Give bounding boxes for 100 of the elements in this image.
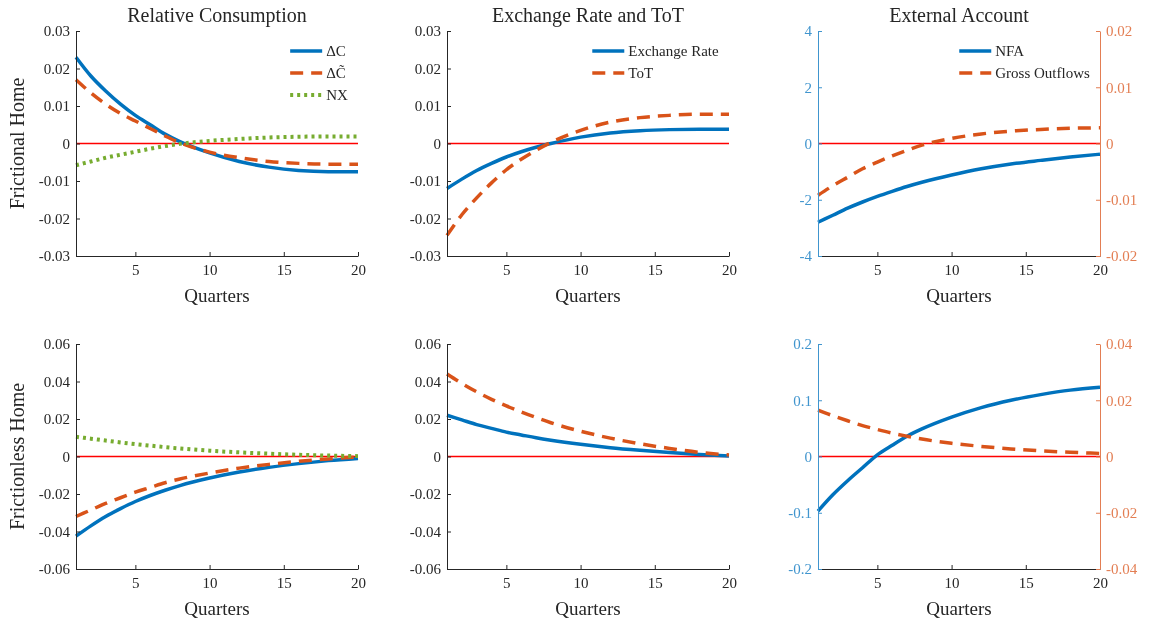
- line-series: [74, 134, 360, 168]
- y-axis-title: Frictional Home: [6, 77, 28, 210]
- y-tick-label: 0: [804, 448, 812, 465]
- y2-tick-label: -0.01: [1106, 192, 1138, 209]
- y-tick-label: 0.01: [43, 98, 70, 115]
- x-tick-label: 15: [1018, 261, 1034, 278]
- y-tick-label: 4: [804, 23, 813, 40]
- y-tick-label: -0.2: [788, 561, 812, 578]
- x-axis-title: Quarters: [184, 598, 250, 619]
- line-series: [74, 78, 360, 166]
- y-tick-label: 0.04: [43, 373, 71, 390]
- y2-tick-label: 0.02: [1106, 23, 1133, 40]
- y-tick-label: -0.02: [38, 210, 70, 227]
- chart-title: Exchange Rate and ToT: [491, 4, 685, 27]
- legend-label: NFA: [995, 43, 1025, 59]
- y-tick-label: 0: [62, 135, 70, 152]
- line-series: [74, 434, 360, 459]
- line-series: [74, 456, 360, 538]
- y-tick-label: -4: [799, 248, 813, 265]
- y-tick-label: 0: [433, 135, 441, 152]
- y-tick-label: -0.04: [38, 523, 71, 540]
- line-series: [816, 126, 1102, 197]
- x-tick-label: 5: [503, 261, 511, 278]
- x-tick-label: 20: [1093, 574, 1108, 591]
- x-axis-title: Quarters: [555, 598, 621, 619]
- line-series: [445, 372, 731, 457]
- x-tick-label: 15: [647, 261, 663, 278]
- line-series: [816, 408, 1102, 456]
- line-series: [445, 413, 731, 458]
- y-tick-label: 0.02: [43, 60, 70, 77]
- x-tick-label: 5: [874, 261, 882, 278]
- x-tick-label: 5: [132, 574, 140, 591]
- y-tick-label: 0.02: [414, 60, 441, 77]
- x-tick-label: 20: [722, 574, 737, 591]
- x-tick-label: 10: [944, 261, 960, 278]
- x-axis-title: Quarters: [926, 285, 992, 306]
- legend-label: ToT: [628, 65, 654, 81]
- x-tick-label: 10: [573, 261, 589, 278]
- x-tick-label: 10: [202, 574, 218, 591]
- x-tick-label: 10: [573, 574, 589, 591]
- y-axis-title: Frictionless Home: [6, 382, 28, 531]
- y-tick-label: -0.02: [38, 486, 70, 503]
- line-series: [816, 385, 1102, 513]
- legend-label: Gross Outflows: [995, 65, 1090, 81]
- legend-label: Exchange Rate: [628, 43, 719, 59]
- y-tick-label: 0.06: [43, 336, 71, 353]
- y-tick-label: 0.1: [793, 392, 812, 409]
- y2-tick-label: 0: [1106, 448, 1114, 465]
- chart-title: Relative Consumption: [127, 4, 307, 27]
- x-tick-label: 20: [351, 261, 366, 278]
- x-tick-label: 15: [276, 261, 292, 278]
- x-tick-label: 20: [351, 574, 366, 591]
- y-tick-label: 2: [804, 79, 812, 96]
- y-tick-label: -0.1: [788, 505, 812, 522]
- y-tick-label: 0: [433, 448, 441, 465]
- y-tick-label: 0.06: [414, 336, 442, 353]
- x-tick-label: 10: [944, 574, 960, 591]
- x-axis-title: Quarters: [184, 285, 250, 306]
- y-tick-label: 0.2: [793, 336, 812, 353]
- y2-tick-label: -0.04: [1106, 561, 1138, 578]
- y-tick-label: 0.01: [414, 98, 441, 115]
- y2-tick-label: -0.02: [1106, 505, 1138, 522]
- x-tick-label: 10: [202, 261, 218, 278]
- y-tick-label: 0: [62, 448, 70, 465]
- legend-label: ΔC: [326, 43, 346, 59]
- x-axis-title: Quarters: [926, 598, 992, 619]
- y-tick-label: 0.03: [414, 23, 441, 40]
- y-tick-label: -0.01: [38, 173, 70, 190]
- legend-label: NX: [326, 87, 348, 103]
- x-tick-label: 5: [874, 574, 882, 591]
- y-tick-label: 0.03: [43, 23, 70, 40]
- y-tick-label: 0.02: [43, 411, 70, 428]
- y2-tick-label: 0: [1106, 135, 1114, 152]
- y-tick-label: -0.01: [409, 173, 441, 190]
- y-tick-label: -0.06: [38, 561, 71, 578]
- y-tick-label: -0.02: [409, 210, 441, 227]
- x-axis-title: Quarters: [555, 285, 621, 306]
- y-tick-label: 0.02: [414, 411, 441, 428]
- x-tick-label: 15: [276, 574, 292, 591]
- x-tick-label: 5: [132, 261, 140, 278]
- x-tick-label: 20: [722, 261, 737, 278]
- x-tick-label: 5: [503, 574, 511, 591]
- y2-tick-label: 0.04: [1106, 336, 1133, 353]
- legend-label: ΔC̃: [326, 64, 346, 81]
- y-tick-label: 0.04: [414, 373, 442, 390]
- line-series: [445, 127, 731, 191]
- y-tick-label: -0.02: [409, 486, 441, 503]
- y-tick-label: -0.03: [409, 248, 441, 265]
- y-tick-label: -2: [799, 192, 812, 209]
- y-tick-label: -0.03: [38, 248, 70, 265]
- x-tick-label: 15: [647, 574, 663, 591]
- y2-tick-label: 0.02: [1106, 392, 1133, 409]
- y2-tick-label: 0.01: [1106, 79, 1133, 96]
- y-tick-label: 0: [804, 135, 812, 152]
- y-tick-label: -0.06: [409, 561, 442, 578]
- y2-tick-label: -0.02: [1106, 248, 1138, 265]
- line-series: [445, 112, 731, 238]
- x-tick-label: 20: [1093, 261, 1108, 278]
- y-tick-label: -0.04: [409, 523, 442, 540]
- line-series: [816, 152, 1102, 224]
